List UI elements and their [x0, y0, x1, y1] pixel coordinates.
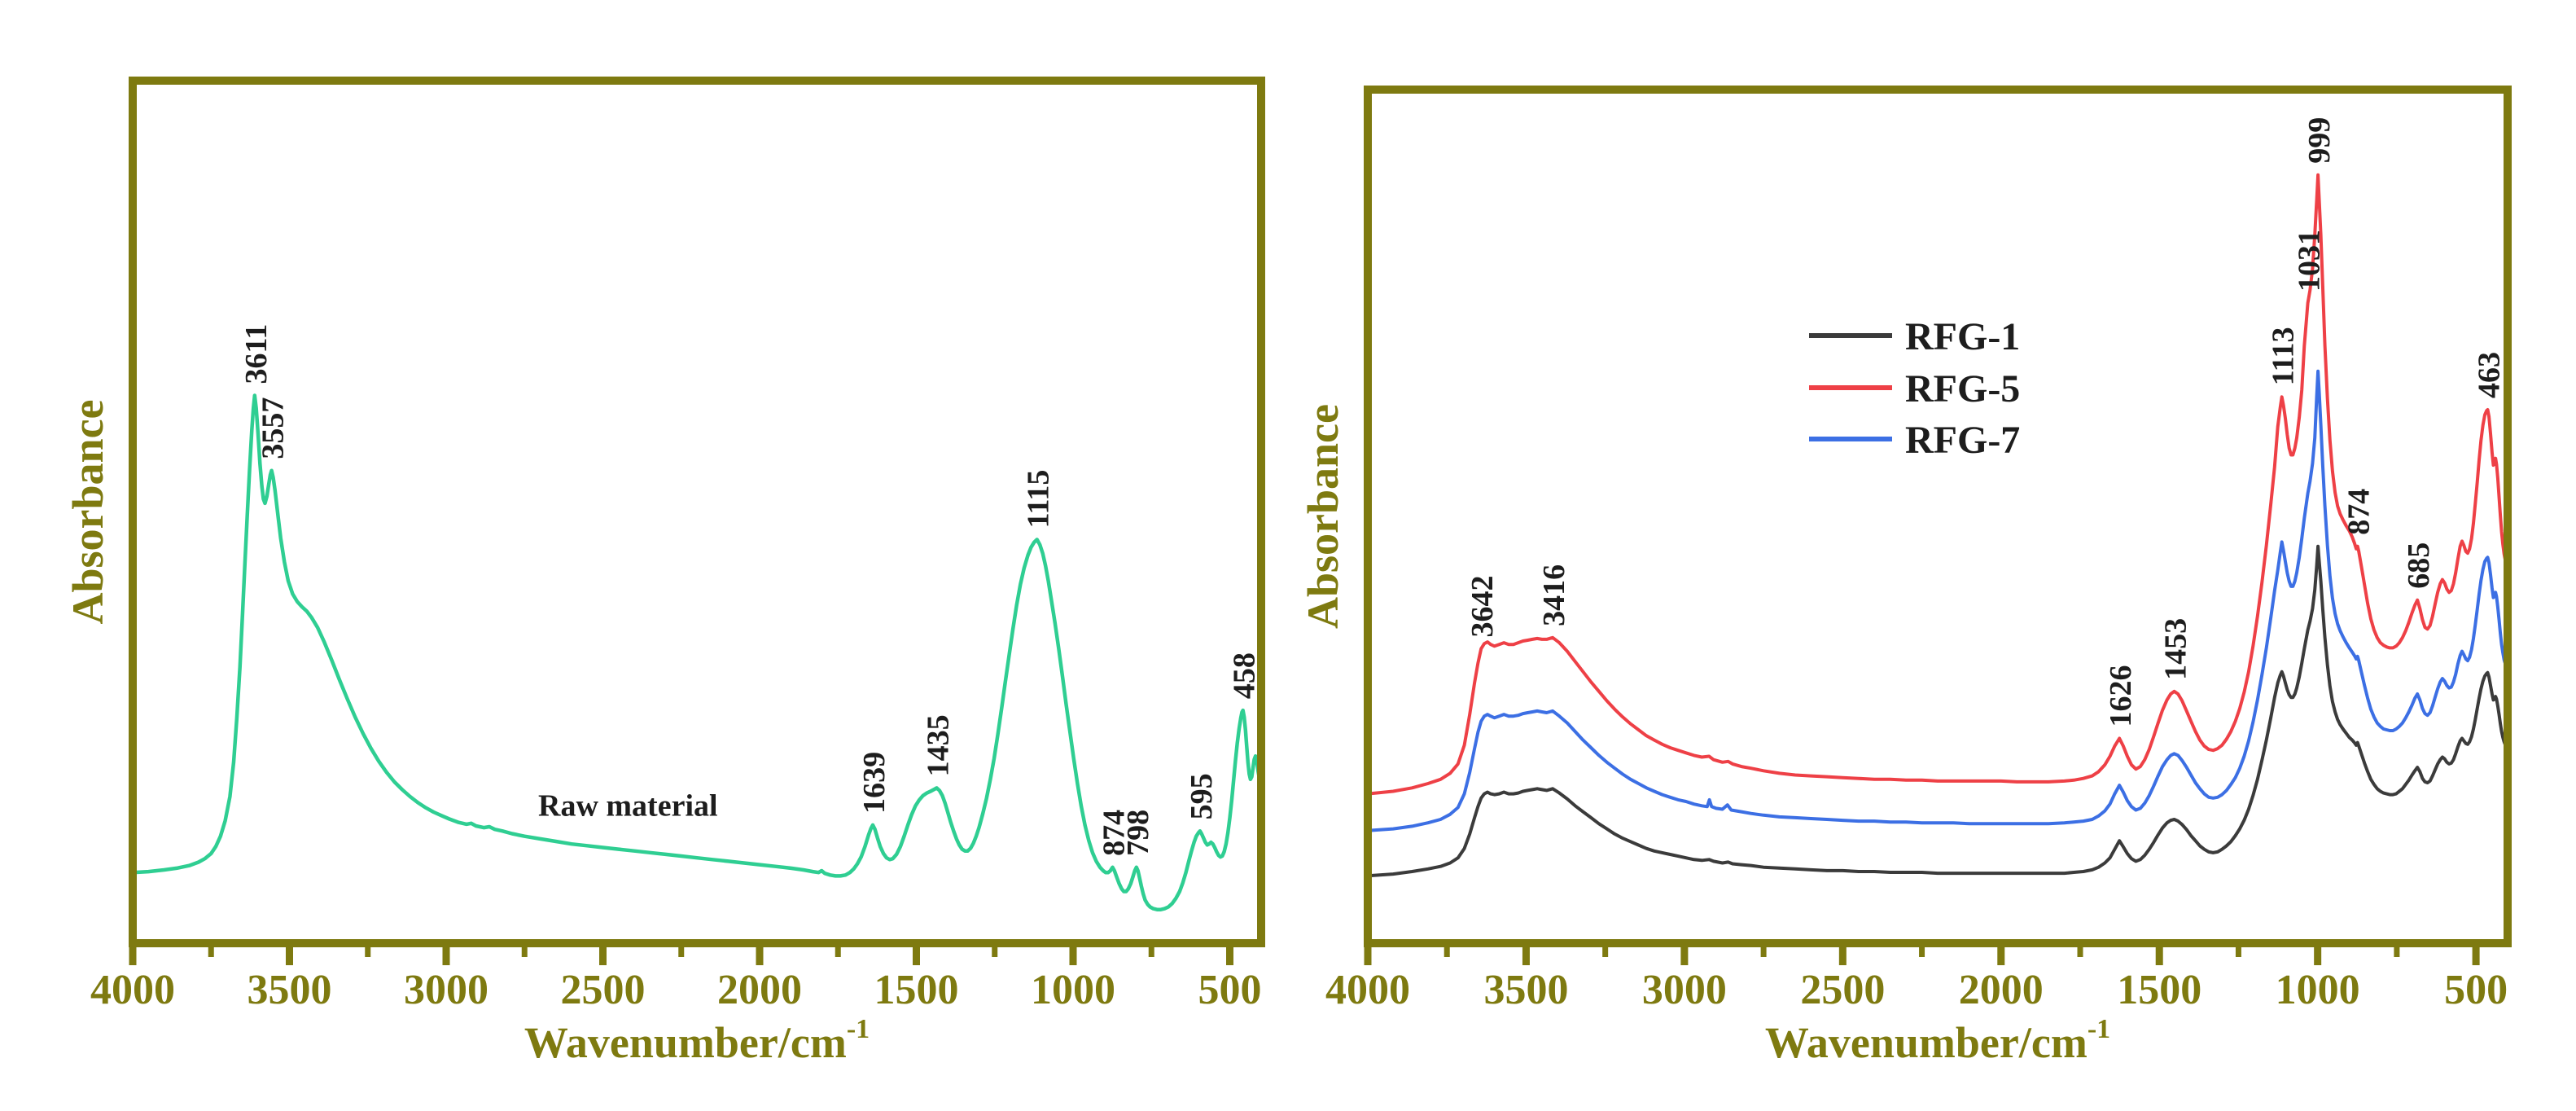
x-tick-label: 3000	[404, 967, 488, 1013]
peak-label-1435: 1435	[922, 714, 956, 776]
spectrum-line-rfg-7	[1366, 369, 2509, 832]
x-tick-label: 2500	[561, 967, 646, 1013]
x-tick-label: 1500	[2117, 967, 2201, 1013]
spectrum-line-raw-material	[130, 393, 1264, 911]
peak-label-1639: 1639	[857, 752, 892, 814]
peak-label-3611: 3611	[239, 324, 274, 384]
peak-label-685: 685	[2402, 542, 2436, 589]
peak-label-1031: 1031	[2293, 230, 2327, 292]
legend-label-rfg-5: RFG-5	[1905, 367, 2020, 411]
x-tick-label: 1000	[2276, 967, 2360, 1013]
x-tick-label: 2500	[1800, 967, 1885, 1013]
legend: RFG-1 RFG-5 RFG-7	[1809, 315, 2020, 462]
plot-frame	[1364, 86, 2512, 947]
legend-label-rfg-7: RFG-7	[1905, 419, 2020, 462]
x-tick-label: 4000	[1325, 967, 1410, 1013]
x-tick-label: 2000	[1959, 967, 2044, 1013]
x-tick-label: 1000	[1031, 967, 1115, 1013]
x-axis: 4000 3500 3000 2500 2000 1500 1000 500	[90, 947, 1262, 1013]
x-tick-label: 500	[1198, 967, 1262, 1013]
rfg-geopolymer-ftir-chart: 4000 3500 3000 2500 2000 1500 1000 500 Wavenumbe…	[1299, 86, 2512, 1067]
legend-label-rfg-1: RFG-1	[1905, 315, 2020, 358]
peak-label-3416: 3416	[1537, 564, 1571, 626]
peak-label-463: 463	[2473, 352, 2507, 398]
peak-label-595: 595	[1185, 773, 1219, 819]
series-inline-label: Raw material	[538, 788, 718, 823]
x-tick-label: 2000	[717, 967, 802, 1013]
peak-label-3642: 3642	[1465, 575, 1500, 637]
peak-label-1453: 1453	[2159, 618, 2193, 680]
x-tick-label: 4000	[90, 967, 175, 1013]
y-axis-title: Absorbance	[64, 399, 112, 624]
x-axis: 4000 3500 3000 2500 2000 1500 1000 500	[1325, 947, 2508, 1013]
peak-label-1115: 1115	[1022, 470, 1056, 529]
peak-label-874: 874	[1097, 810, 1132, 856]
peak-label-458: 458	[1228, 652, 1262, 699]
raw-material-ftir-chart: 4000 3500 3000 2500 2000 1500 1000 500 Wavenumbe…	[64, 77, 1265, 1067]
x-axis-title: Wavenumber/cm-1	[524, 1014, 870, 1067]
peak-label-1113: 1113	[2267, 327, 2301, 385]
peak-label-999: 999	[2302, 117, 2337, 164]
plot-frame	[129, 77, 1265, 947]
spectrum-line-rfg-1	[1366, 544, 2509, 878]
x-tick-label: 1500	[874, 967, 959, 1013]
x-tick-label: 3500	[1483, 967, 1568, 1013]
peak-label-798: 798	[1121, 810, 1155, 856]
x-tick-label: 500	[2444, 967, 2508, 1013]
peak-label-1626: 1626	[2104, 665, 2138, 727]
x-tick-label: 3500	[248, 967, 332, 1013]
spectrum-line-rfg-5	[1366, 173, 2509, 796]
y-axis-title: Absorbance	[1299, 404, 1347, 629]
x-axis-title: Wavenumber/cm-1	[1765, 1014, 2110, 1067]
peak-label-874: 874	[2342, 489, 2377, 535]
peak-label-3557: 3557	[256, 397, 291, 459]
x-tick-label: 3000	[1642, 967, 1727, 1013]
